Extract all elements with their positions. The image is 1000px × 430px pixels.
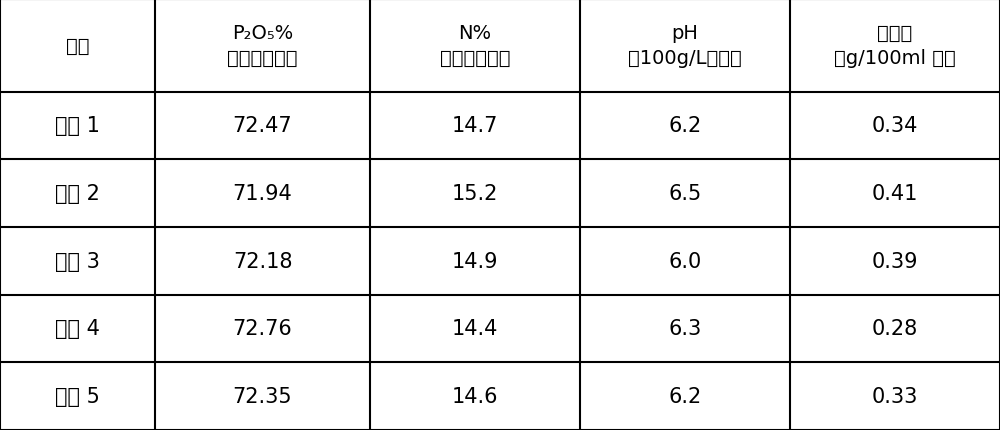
Text: N%
（质量分数）: N% （质量分数） <box>440 24 510 68</box>
Text: 6.5: 6.5 <box>668 184 702 204</box>
Text: 6.2: 6.2 <box>668 386 702 406</box>
Text: 实例 4: 实例 4 <box>55 319 100 339</box>
Text: 72.18: 72.18 <box>233 251 292 271</box>
Text: 0.39: 0.39 <box>872 251 918 271</box>
Text: 溶解度
（g/100ml 水）: 溶解度 （g/100ml 水） <box>834 24 956 68</box>
Text: 72.35: 72.35 <box>233 386 292 406</box>
Text: 71.94: 71.94 <box>233 184 292 204</box>
Text: 实例 5: 实例 5 <box>55 386 100 406</box>
Text: 72.76: 72.76 <box>233 319 292 339</box>
Text: 0.33: 0.33 <box>872 386 918 406</box>
Text: 编号: 编号 <box>66 37 89 56</box>
Text: 0.28: 0.28 <box>872 319 918 339</box>
Text: 14.9: 14.9 <box>452 251 498 271</box>
Text: 72.47: 72.47 <box>233 116 292 136</box>
Text: 15.2: 15.2 <box>452 184 498 204</box>
Text: 0.34: 0.34 <box>872 116 918 136</box>
Text: pH
（100g/L溶液）: pH （100g/L溶液） <box>628 24 742 68</box>
Text: 实例 2: 实例 2 <box>55 184 100 204</box>
Text: 0.41: 0.41 <box>872 184 918 204</box>
Text: 6.3: 6.3 <box>668 319 702 339</box>
Text: 14.4: 14.4 <box>452 319 498 339</box>
Text: 6.0: 6.0 <box>668 251 702 271</box>
Text: 14.7: 14.7 <box>452 116 498 136</box>
Text: 实例 3: 实例 3 <box>55 251 100 271</box>
Text: 实例 1: 实例 1 <box>55 116 100 136</box>
Text: P₂O₅%
（质量分数）: P₂O₅% （质量分数） <box>227 24 298 68</box>
Text: 6.2: 6.2 <box>668 116 702 136</box>
Text: 14.6: 14.6 <box>452 386 498 406</box>
